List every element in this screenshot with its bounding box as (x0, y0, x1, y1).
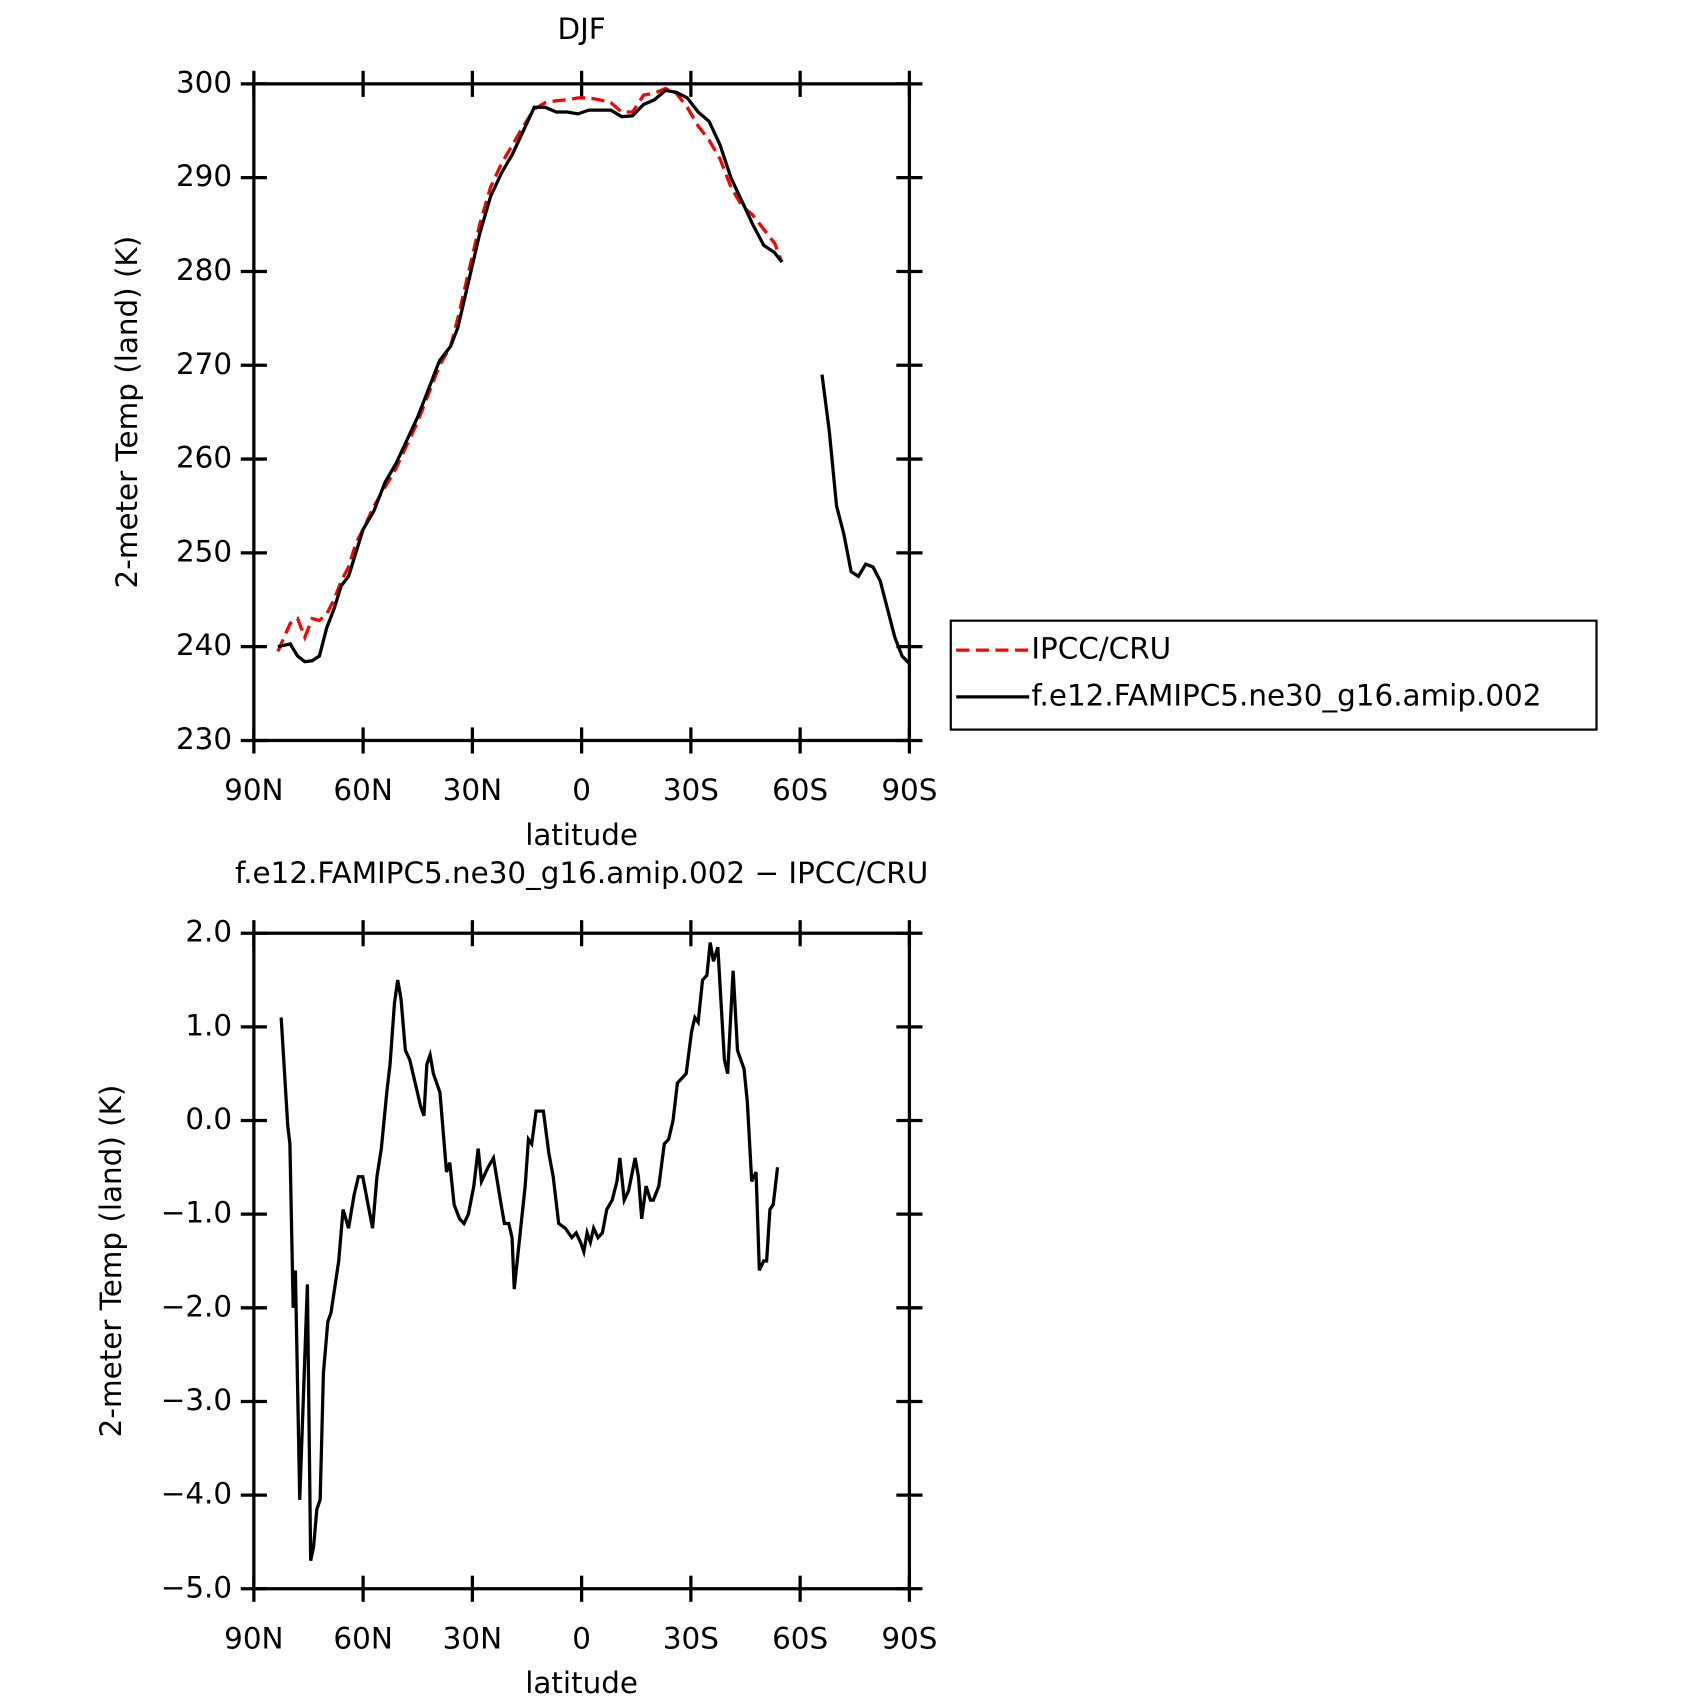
x-tick-label: 90S (881, 1621, 937, 1655)
legend-label: IPCC/CRU (1031, 632, 1171, 666)
y-tick-label: 270 (176, 347, 232, 381)
legend-label: f.e12.FAMIPC5.ne30_g16.amip.002 (1031, 678, 1541, 712)
x-tick-label: 0 (572, 1621, 591, 1655)
y-tick-label: 300 (176, 65, 232, 99)
x-tick-label: 60S (772, 1621, 828, 1655)
data-line (279, 942, 780, 1561)
chart-title: f.e12.FAMIPC5.ne30_g16.amip.002 − IPCC/C… (235, 856, 928, 890)
x-tick-label: 90S (881, 773, 937, 807)
chart-title: DJF (558, 12, 606, 46)
data-line (277, 88, 911, 665)
x-tick-label: 60N (333, 773, 392, 807)
y-tick-label: −5.0 (161, 1570, 232, 1604)
x-axis-label: latitude (525, 818, 638, 852)
x-tick-label: 30N (443, 773, 502, 807)
y-tick-label: −4.0 (161, 1477, 232, 1511)
legend-box (949, 619, 1598, 731)
x-tick-label: 60S (772, 773, 828, 807)
x-tick-label: 30S (663, 773, 719, 807)
x-tick-label: 30N (443, 1621, 502, 1655)
y-tick-label: 230 (176, 722, 232, 756)
y-tick-label: 0.0 (185, 1102, 232, 1136)
y-tick-label: 290 (176, 159, 232, 193)
y-axis-label: 2-meter Temp (land) (K) (110, 236, 144, 589)
x-tick-label: 60N (333, 1621, 392, 1655)
data-line (276, 86, 784, 653)
x-tick-label: 30S (663, 1621, 719, 1655)
x-tick-label: 90N (224, 1621, 283, 1655)
y-tick-label: 260 (176, 441, 232, 475)
y-tick-label: −1.0 (161, 1196, 232, 1230)
y-tick-label: 250 (176, 534, 232, 568)
y-tick-label: 1.0 (185, 1008, 232, 1042)
plot-frame (252, 82, 912, 743)
x-axis-label: latitude (525, 1666, 638, 1700)
y-axis-label: 2-meter Temp (land) (K) (94, 1085, 128, 1438)
y-tick-label: −3.0 (161, 1383, 232, 1417)
y-tick-label: 2.0 (185, 915, 232, 949)
y-tick-label: −2.0 (161, 1289, 232, 1323)
y-tick-label: 240 (176, 628, 232, 662)
x-tick-label: 90N (224, 773, 283, 807)
y-tick-label: 280 (176, 253, 232, 287)
x-tick-label: 0 (572, 773, 591, 807)
plot-frame (252, 931, 912, 1591)
